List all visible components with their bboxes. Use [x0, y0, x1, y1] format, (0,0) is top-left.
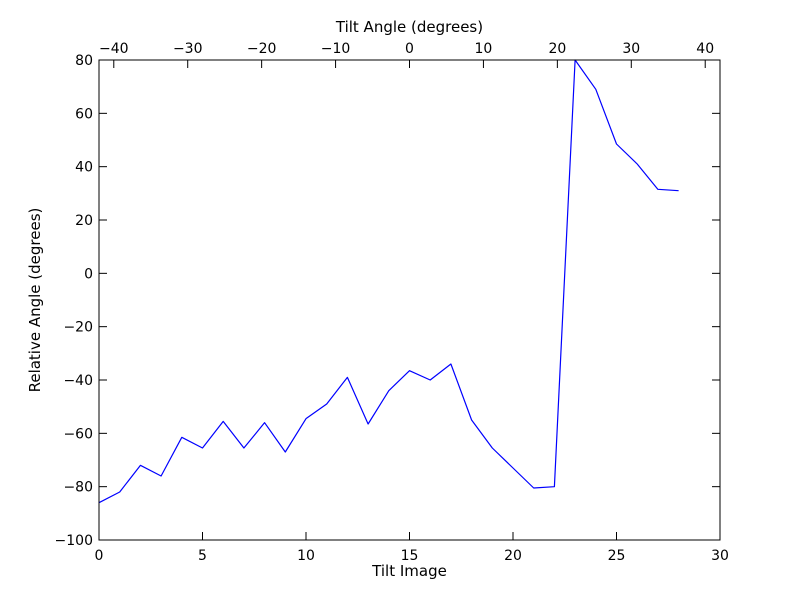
top-tick-label: −40: [99, 41, 129, 57]
tick-labels-layer: 0 5 10 15 20 25 30−100−80−60−40−20020406080−40…: [55, 41, 729, 564]
top-tick-label: −20: [247, 41, 277, 57]
y-axis-label: Relative Angle (degrees): [26, 208, 44, 393]
y-tick-label: 60: [75, 106, 93, 122]
y-tick-label: −20: [63, 320, 93, 336]
y-tick-label: 0: [84, 266, 93, 282]
y-tick-label: 20: [75, 213, 93, 229]
series-layer: [98, 59, 679, 504]
y-tick-label: −80: [63, 480, 93, 496]
y-tick-label: −100: [55, 533, 93, 549]
y-tick-label: −60: [63, 426, 93, 442]
top-tick-label: 10: [475, 41, 493, 57]
ticks-layer: [98, 59, 721, 541]
top-tick-label: −10: [321, 41, 351, 57]
x-tick-label: 15: [401, 548, 419, 564]
top-tick-label: 40: [696, 41, 714, 57]
series-line: [98, 59, 679, 504]
y-tick-label: 80: [75, 53, 93, 69]
top-tick-label: 30: [622, 41, 640, 57]
top-tick-label: −30: [173, 41, 203, 57]
x-axis-label: Tilt Image: [371, 562, 447, 580]
x-tick-label: 25: [608, 548, 626, 564]
x-tick-label: 20: [504, 548, 522, 564]
top-tick-label: 20: [548, 41, 566, 57]
x-tick-label: 30: [711, 548, 729, 564]
x-tick-label: 10: [297, 548, 315, 564]
x-tick-label: 5: [198, 548, 207, 564]
x-tick-label: 0: [95, 548, 104, 564]
y-tick-label: −40: [63, 373, 93, 389]
y-tick-label: 40: [75, 160, 93, 176]
top-axis-label: Tilt Angle (degrees): [335, 18, 483, 36]
plot-area-frame: [98, 59, 721, 541]
top-tick-label: 0: [405, 41, 414, 57]
